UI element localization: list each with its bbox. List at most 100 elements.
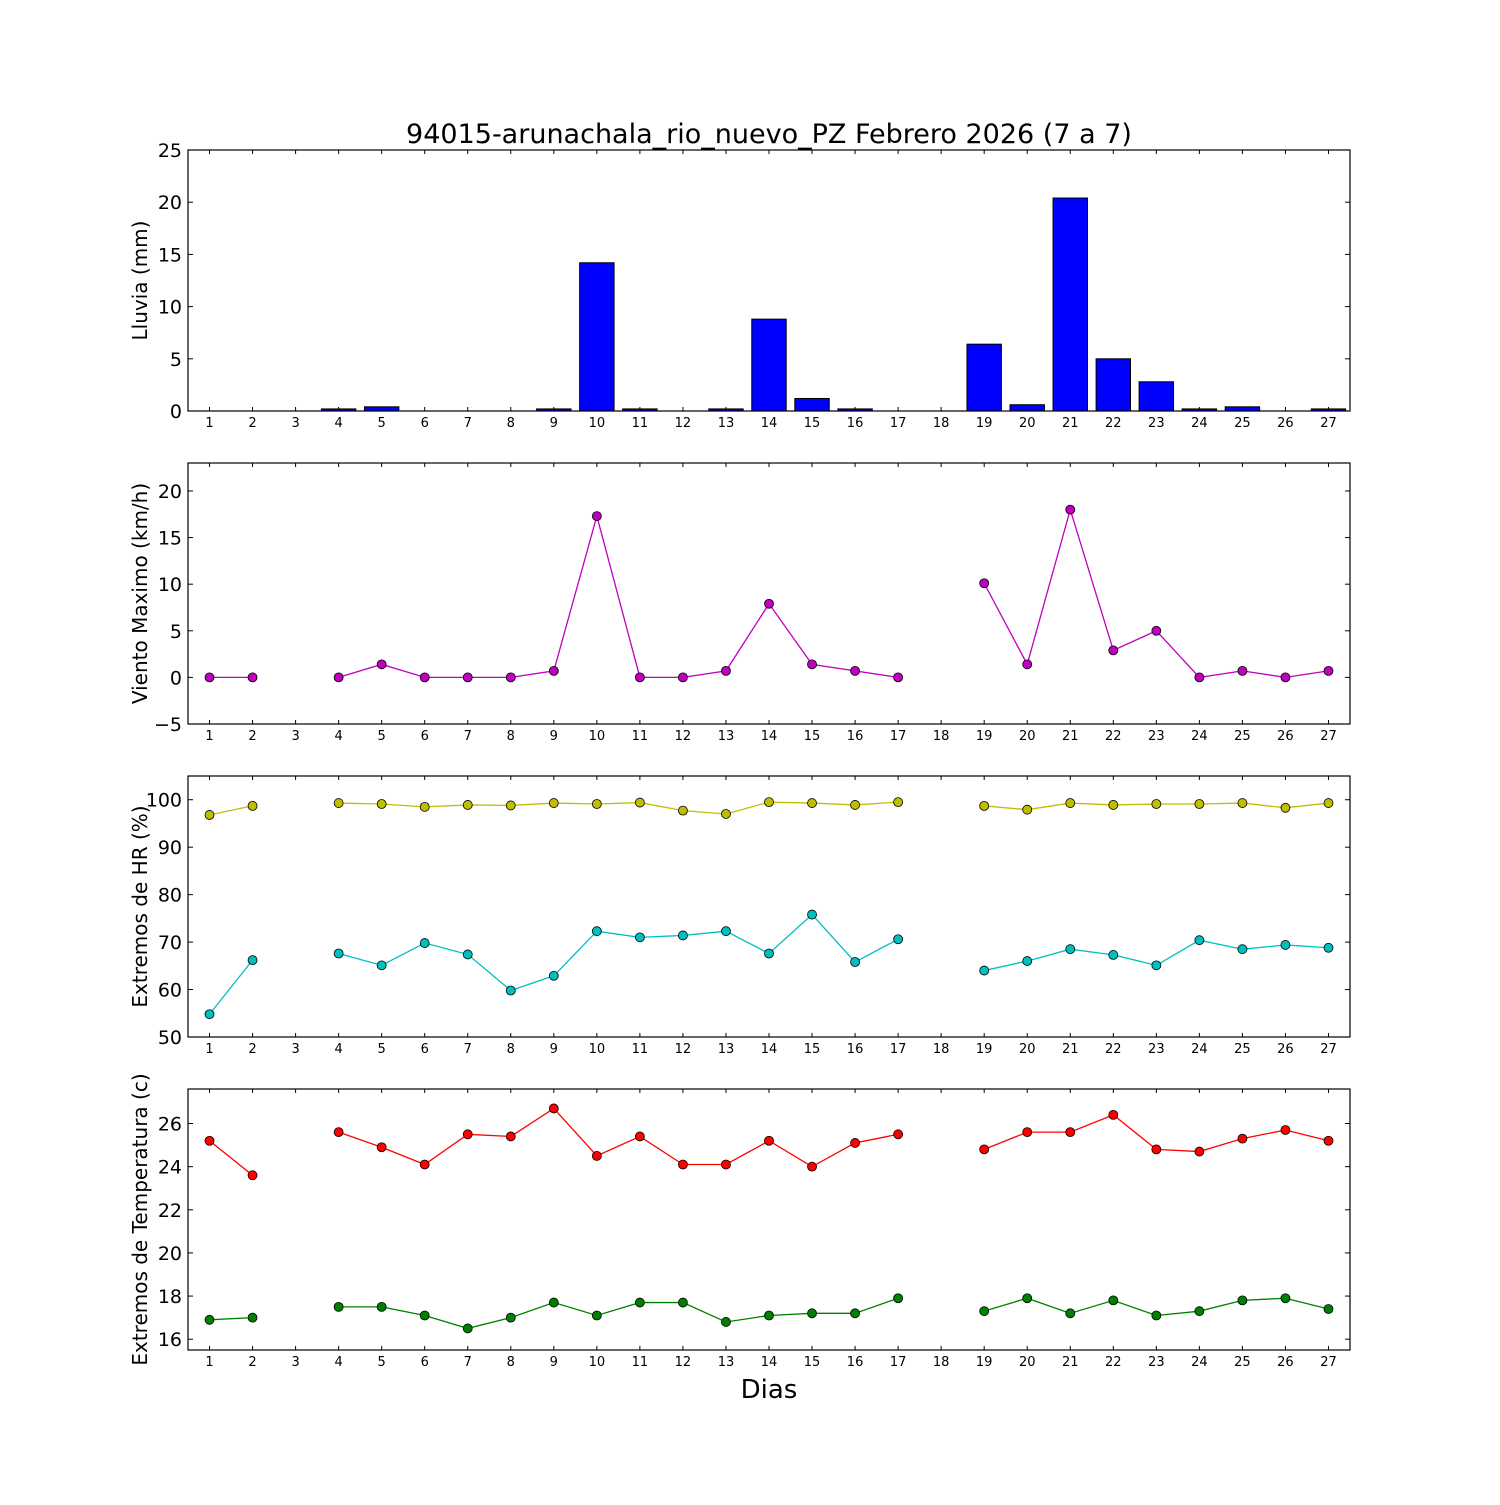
- temp-max-point: [634, 1131, 645, 1142]
- x-tick-label: 6: [421, 729, 429, 744]
- x-axis-label: Dias: [741, 1375, 798, 1405]
- hr-min-point: [850, 957, 860, 967]
- temp-max-line: [209, 1140, 253, 1176]
- wind-point: [1323, 665, 1334, 676]
- temp-min-point: [462, 1323, 473, 1334]
- x-tick-label: 8: [507, 416, 515, 431]
- x-tick-label: 5: [378, 416, 386, 431]
- x-tick-label: 4: [334, 729, 342, 744]
- x-tick-label: 26: [1277, 1355, 1294, 1370]
- hr-min-point: [1065, 944, 1076, 955]
- temp-max-point: [979, 1144, 990, 1155]
- temp-min-point: [764, 1310, 774, 1321]
- x-tick-label: 12: [675, 416, 692, 431]
- temp-min-point: [1108, 1295, 1119, 1306]
- x-tick-label: 15: [804, 416, 821, 431]
- temp-min-point: [893, 1293, 904, 1304]
- x-tick-label: 13: [718, 1042, 735, 1057]
- x-tick-label: 17: [890, 729, 907, 744]
- x-tick-label: 11: [632, 1042, 649, 1057]
- y-tick-label: 5: [170, 621, 182, 643]
- temp-min-point: [678, 1297, 688, 1308]
- x-tick-label: 1: [205, 729, 213, 744]
- x-tick-label: 22: [1105, 1042, 1122, 1057]
- temp-min-point: [591, 1310, 602, 1321]
- y-axis-label: Extremos de Temperatura (c): [128, 1073, 152, 1365]
- y-axis-label: Lluvia (mm): [128, 221, 152, 341]
- x-tick-label: 25: [1234, 1042, 1251, 1057]
- temp-max-point: [893, 1129, 904, 1140]
- temp-min-point: [419, 1310, 430, 1321]
- hr-min-point: [678, 930, 688, 941]
- wind-point: [247, 672, 258, 683]
- hr-max-point: [893, 797, 904, 807]
- x-tick-label: 25: [1234, 729, 1251, 744]
- hr-max-point: [807, 798, 817, 808]
- x-tick-label: 7: [464, 416, 472, 431]
- hr-min-point: [591, 926, 602, 937]
- x-tick-label: 18: [933, 729, 950, 744]
- y-tick-label: 20: [158, 192, 182, 214]
- temp-max-point: [591, 1150, 602, 1161]
- wind-point: [850, 665, 860, 676]
- x-tick-label: 24: [1191, 1042, 1208, 1057]
- wind-point: [764, 598, 774, 609]
- temp-min-point: [204, 1314, 215, 1325]
- hr-min-point: [548, 970, 559, 981]
- y-axis-label: Viento Maximo (km/h): [128, 483, 152, 704]
- x-tick-label: 3: [291, 1042, 299, 1057]
- hr-min-point: [1151, 960, 1162, 971]
- hr-min-point: [807, 909, 817, 920]
- hr-min-point: [333, 948, 344, 959]
- rain-bar: [1052, 197, 1088, 412]
- temp-min-point: [721, 1317, 731, 1327]
- hr-max-point: [591, 799, 602, 809]
- hr-max-point: [1065, 798, 1076, 808]
- temp-min-point: [1237, 1295, 1248, 1306]
- x-tick-label: 23: [1148, 416, 1165, 431]
- x-tick-label: 10: [589, 729, 606, 744]
- temp-min-point: [1151, 1310, 1162, 1321]
- rain-bar: [1095, 358, 1132, 412]
- hr-max-point: [462, 800, 473, 810]
- x-tick-label: 27: [1320, 416, 1337, 431]
- wind-panel-frame: [187, 462, 1351, 725]
- hr-min-point: [1237, 944, 1248, 955]
- temp-min-point: [850, 1308, 860, 1319]
- x-tick-label: 17: [890, 1355, 907, 1370]
- y-tick-label: 5: [170, 349, 182, 371]
- y-tick-label: 20: [158, 481, 182, 503]
- x-tick-label: 21: [1062, 1042, 1079, 1057]
- y-tick-label: 25: [158, 140, 182, 162]
- temp-max-point: [1151, 1144, 1162, 1155]
- temp-max-point: [1194, 1146, 1205, 1157]
- temp-max-point: [462, 1129, 473, 1140]
- x-tick-label: 15: [804, 729, 821, 744]
- x-tick-label: 23: [1148, 1042, 1165, 1057]
- temp-panel-frame: [187, 1088, 1351, 1351]
- x-tick-label: 18: [933, 1355, 950, 1370]
- x-tick-label: 10: [589, 1042, 606, 1057]
- x-tick-label: 21: [1062, 729, 1079, 744]
- x-tick-label: 22: [1105, 1355, 1122, 1370]
- x-tick-label: 24: [1191, 416, 1208, 431]
- x-tick-label: 19: [976, 416, 993, 431]
- y-tick-label: 10: [158, 297, 182, 319]
- temp-max-point: [1237, 1133, 1248, 1144]
- x-tick-label: 8: [507, 1042, 515, 1057]
- x-tick-label: 20: [1019, 729, 1036, 744]
- x-tick-label: 4: [334, 1042, 342, 1057]
- temp-min-point: [247, 1312, 258, 1323]
- temp-min-point: [333, 1301, 344, 1312]
- hr-max-point: [1237, 798, 1248, 808]
- hr-max-line: [209, 805, 253, 816]
- hr-max-point: [333, 798, 344, 808]
- hr-panel-frame: [187, 775, 1351, 1038]
- rain-bar: [966, 343, 1002, 412]
- y-tick-label: 15: [158, 528, 182, 550]
- wind-point: [1280, 672, 1291, 683]
- x-tick-label: 13: [718, 729, 735, 744]
